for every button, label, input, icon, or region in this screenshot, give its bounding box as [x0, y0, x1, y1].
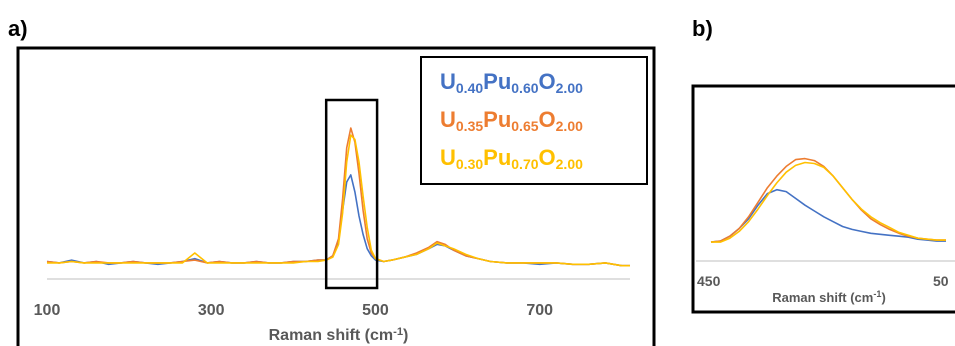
legend-box	[420, 56, 648, 185]
legend-pus: 0.60	[511, 80, 538, 96]
legend-us: 0.35	[456, 118, 483, 134]
x-axis-title-sup: -1	[873, 289, 881, 299]
legend-entry: U0.35Pu0.65O2.00	[440, 107, 583, 134]
chart-a-series-3	[47, 134, 630, 267]
panel-label-a: a)	[8, 16, 28, 41]
legend-pu: Pu	[483, 145, 511, 170]
legend-os: 2.00	[556, 156, 583, 172]
legend-os: 2.00	[556, 80, 583, 96]
x-axis-title-a: Raman shift (cm-1)	[269, 326, 409, 344]
highlight-box	[324, 98, 379, 290]
legend: U0.40Pu0.60O2.00U0.35Pu0.65O2.00U0.30Pu0…	[420, 56, 648, 185]
legend-us: 0.40	[456, 80, 483, 96]
panel-label-b: b)	[692, 16, 713, 41]
legend-o: O	[539, 69, 556, 94]
legend-u: U	[440, 107, 456, 132]
x-axis-title-end: )	[881, 290, 885, 305]
x-axis-title-b: Raman shift (cm-1)	[772, 289, 886, 305]
x-tick-label-b: 450	[697, 273, 721, 289]
legend-pu: Pu	[483, 69, 511, 94]
legend-pus: 0.65	[511, 118, 538, 134]
x-axis-title-sup: -1	[393, 326, 403, 338]
x-axis-title-end: )	[403, 327, 408, 344]
legend-u: U	[440, 69, 456, 94]
chart-b-series-1	[710, 188, 946, 243]
legend-entry: U0.40Pu0.60O2.00	[440, 69, 583, 96]
chart-b-series-3	[711, 161, 946, 243]
legend-us: 0.30	[456, 156, 483, 172]
legend-o: O	[539, 145, 556, 170]
legend-os: 2.00	[556, 118, 583, 134]
legend-pus: 0.70	[511, 156, 538, 172]
legend-u: U	[440, 145, 456, 170]
x-tick-label-a: 700	[526, 302, 553, 319]
chart-a-frame	[16, 46, 656, 346]
x-tick-label-a: 100	[34, 302, 61, 319]
legend-entry: U0.30Pu0.70O2.00	[440, 145, 583, 172]
x-axis-title-main: Raman shift (cm	[269, 327, 393, 344]
x-tick-label-a: 300	[198, 302, 225, 319]
x-tick-label-a: 500	[362, 302, 389, 319]
x-tick-label-b: 50	[933, 273, 949, 289]
x-axis-title-main: Raman shift (cm	[772, 290, 873, 305]
chart-b-frame	[691, 84, 955, 314]
legend-pu: Pu	[483, 107, 511, 132]
legend-o: O	[539, 107, 556, 132]
